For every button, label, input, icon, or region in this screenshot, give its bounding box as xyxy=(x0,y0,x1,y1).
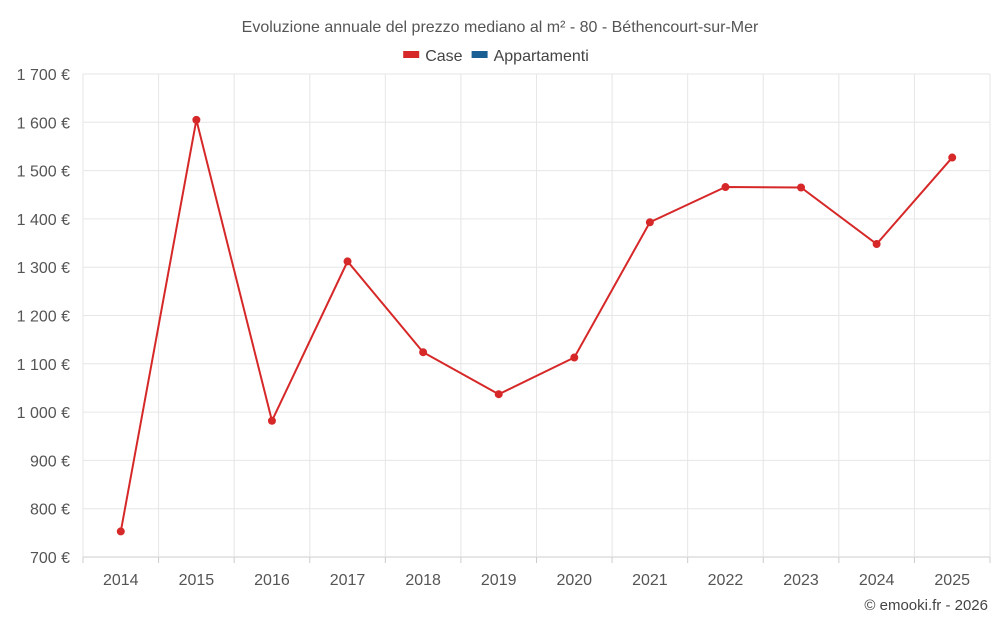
data-point xyxy=(570,353,579,362)
x-tick-label: 2018 xyxy=(405,572,441,589)
x-tick-label: 2014 xyxy=(103,572,139,589)
data-point xyxy=(494,390,503,399)
x-tick-label: 2024 xyxy=(859,572,895,589)
legend-swatch xyxy=(471,51,488,58)
data-point xyxy=(721,183,730,192)
y-tick-label: 1 400 € xyxy=(17,212,70,229)
x-tick-label: 2023 xyxy=(783,572,819,589)
x-tick-label: 2017 xyxy=(330,572,366,589)
data-point xyxy=(192,115,201,124)
y-tick-label: 1 300 € xyxy=(17,260,70,277)
y-tick-label: 1 200 € xyxy=(17,309,70,326)
legend-swatch xyxy=(403,51,420,58)
x-tick-label: 2015 xyxy=(179,572,215,589)
y-tick-label: 1 500 € xyxy=(17,164,70,181)
data-point xyxy=(948,153,957,162)
data-point xyxy=(419,348,428,357)
credit-text: © emooki.fr - 2026 xyxy=(864,597,988,614)
x-tick-label: 2022 xyxy=(708,572,744,589)
chart-title: Evoluzione annuale del prezzo mediano al… xyxy=(242,19,759,36)
x-tick-label: 2021 xyxy=(632,572,668,589)
y-tick-label: 1 600 € xyxy=(17,115,70,132)
data-point xyxy=(116,527,125,536)
y-tick-label: 1 100 € xyxy=(17,357,70,374)
series-layer xyxy=(116,115,957,536)
data-point xyxy=(343,257,352,266)
series-line-case xyxy=(119,119,953,532)
grid xyxy=(82,73,991,563)
y-tick-label: 900 € xyxy=(30,453,70,470)
x-tick-label: 2025 xyxy=(934,572,970,589)
x-axis: 2014 2015 2016 2017 2018 2019 2020 2021 2022 2023… xyxy=(103,572,970,589)
legend: Case Appartamenti xyxy=(403,48,589,65)
y-tick-label: 700 € xyxy=(30,550,70,567)
y-tick-label: 1 700 € xyxy=(17,67,70,84)
data-point xyxy=(645,218,654,227)
data-point xyxy=(797,183,806,192)
y-tick-label: 1 000 € xyxy=(17,405,70,422)
data-point xyxy=(267,416,276,425)
x-tick-label: 2020 xyxy=(556,572,592,589)
legend-label: Appartamenti xyxy=(494,48,589,65)
x-tick-label: 2016 xyxy=(254,572,290,589)
data-point xyxy=(872,240,881,249)
legend-label: Case xyxy=(425,48,462,65)
y-axis: 700 € 800 € 900 € 1 000 € 1 100 € 1 200 € 1 30… xyxy=(17,67,70,567)
y-tick-label: 800 € xyxy=(30,502,70,519)
x-tick-label: 2019 xyxy=(481,572,517,589)
